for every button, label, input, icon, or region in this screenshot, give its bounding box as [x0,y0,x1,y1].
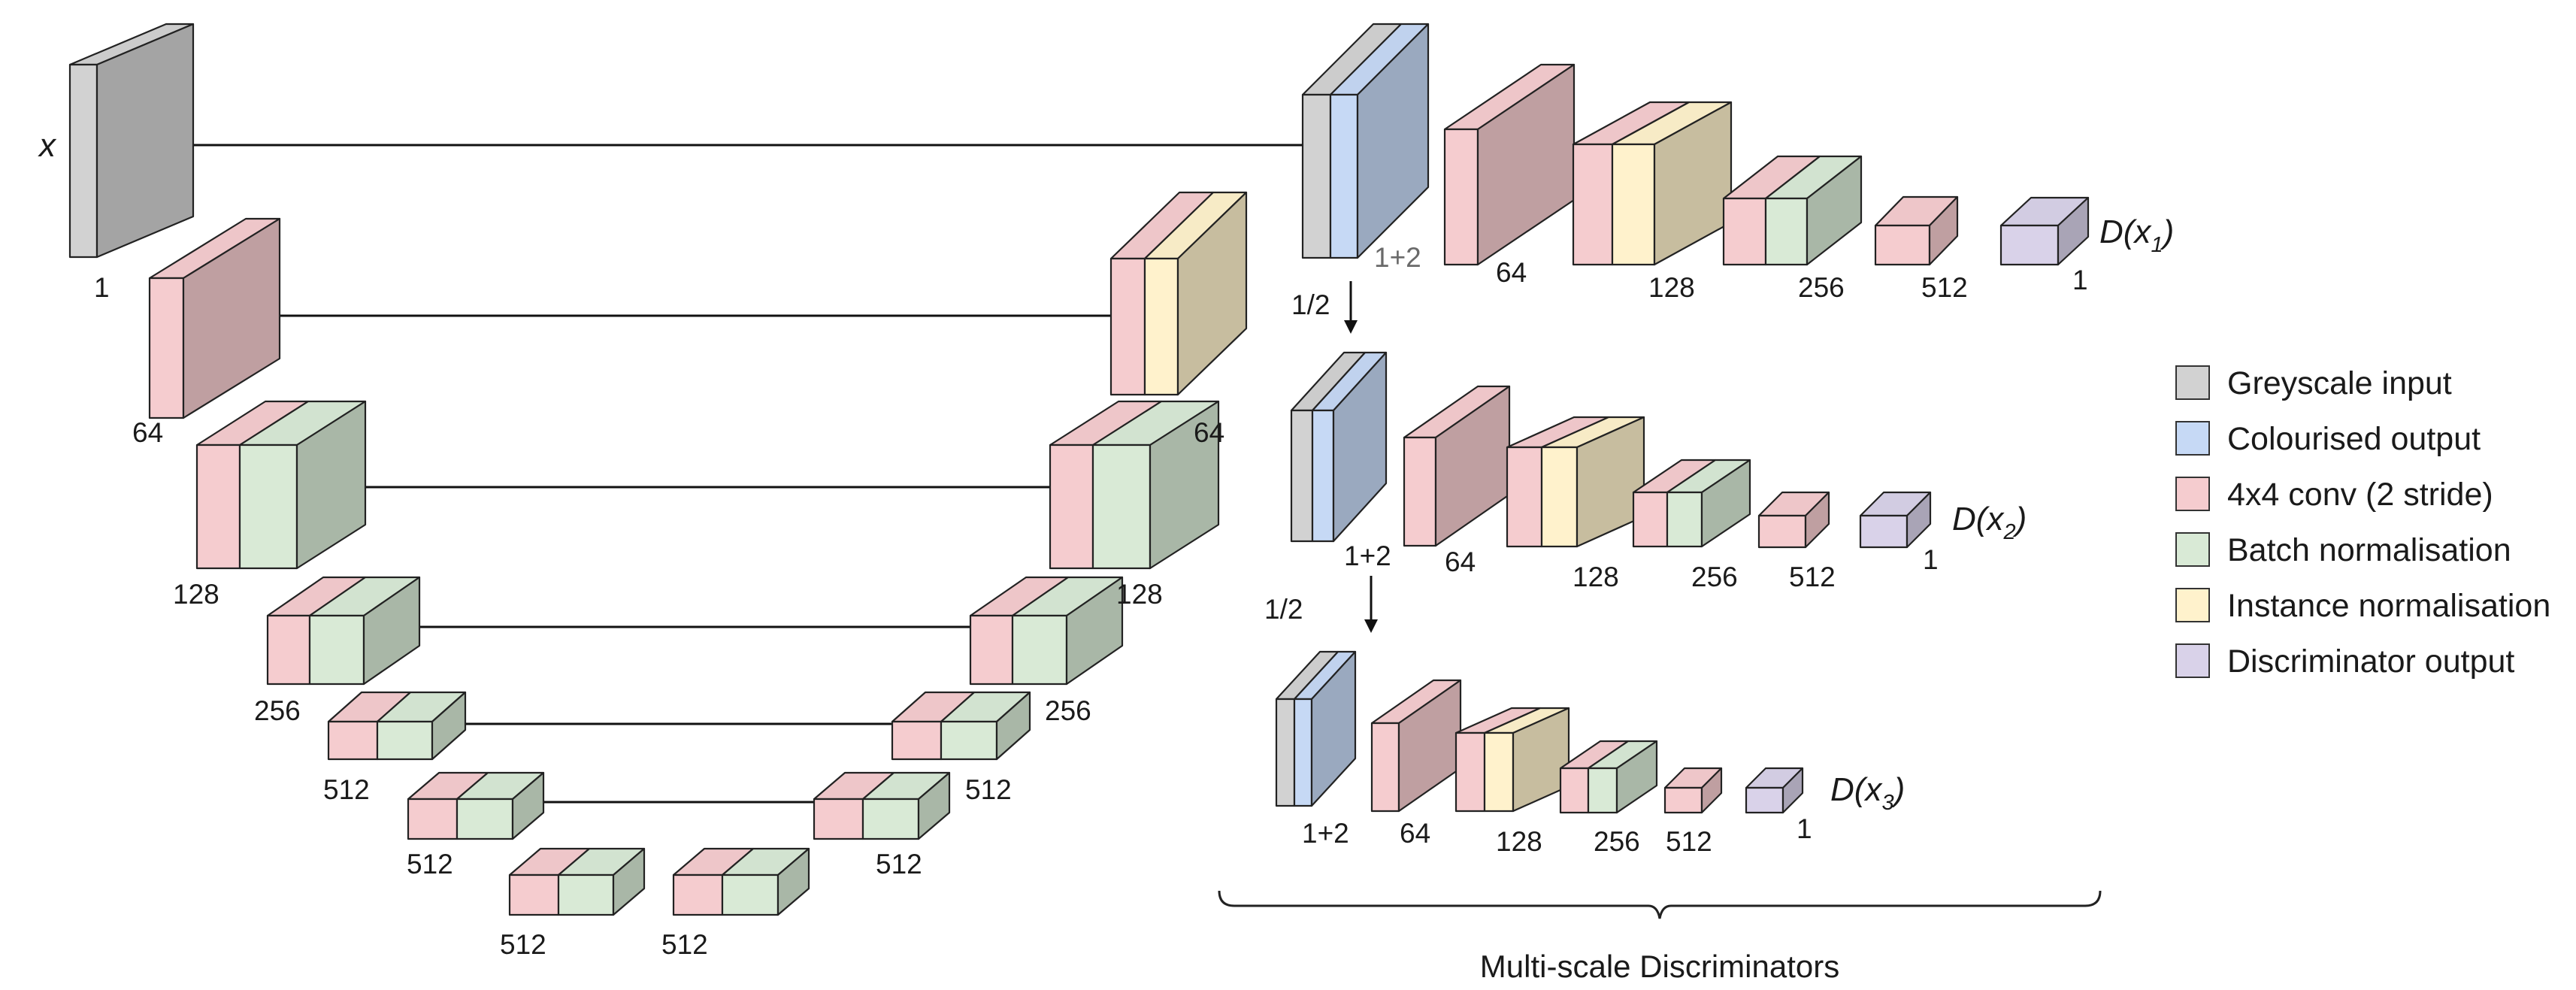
enc-block-2 [148,217,281,419]
d1-label-512: 512 [1921,272,1968,303]
downscale-label-2: 1/2 [1264,594,1303,625]
discriminator-2-labels: 1+2 64 128 256 512 1 D(x2) [1344,501,2027,592]
d2-block-64 [1403,385,1511,547]
legend-item-green: Batch normalisation [2175,532,2511,568]
dec-label-2: 512 [876,849,922,879]
d3-input-block [1275,650,1357,807]
d1-label-256: 256 [1798,272,1845,303]
d2-label-128: 128 [1573,562,1619,592]
enc-block-4 [266,576,421,686]
d3-block-out [1745,767,1804,814]
legend-item-blue: Colourised output [2175,421,2481,457]
discriminator-3-labels: 1+2 64 128 256 512 1 D(x3) [1302,771,1905,857]
dec-block-1 [672,847,810,916]
legend-swatch-red [2175,477,2210,511]
enc-label-4: 256 [254,695,301,726]
d1-label-128: 128 [1648,272,1695,303]
legend-swatch-blue [2175,421,2210,456]
d3-label-512: 512 [1666,826,1712,857]
dec-block-5 [1049,400,1220,570]
d3-block-128 [1454,707,1570,813]
legend-item-yellow: Instance normalisation [2175,588,2550,624]
enc-label-5: 512 [323,774,370,805]
legend-label-yellow: Instance normalisation [2227,588,2550,624]
legend-label-grey: Greyscale input [2227,365,2452,401]
d2-label-64: 64 [1445,546,1476,577]
d3-label-64: 64 [1400,818,1430,849]
dec-label-6: 64 [1194,417,1224,448]
d2-label-1: 1 [1923,544,1939,575]
discriminator-1-labels: 1+2 64 128 256 512 1 D(x1) [1374,213,2174,303]
d1-block-256 [1722,155,1863,266]
enc-label-2: 64 [132,417,163,448]
legend-swatch-green [2175,532,2210,567]
legend-item-red: 4x4 conv (2 stride) [2175,477,2493,513]
downscale-arrow-1 [1344,281,1358,334]
d1-label-1: 1 [2072,265,2088,295]
caption: Multi-scale Discriminators [1480,949,1839,984]
legend-label-green: Batch normalisation [2227,532,2511,568]
dec-label-4: 256 [1045,695,1091,726]
blocks [68,23,2090,916]
d2-input-block [1290,351,1388,543]
d1-output-label: D(x1) [2099,213,2174,257]
d3-label-input: 1+2 [1302,818,1349,849]
d2-output-label: D(x2) [1952,501,2027,544]
legend-swatch-yellow [2175,588,2210,622]
downscale-label-1: 1/2 [1291,289,1330,320]
downscale-arrows [1344,281,1378,633]
d1-block-out [1999,196,2090,266]
enc-label-6: 512 [407,849,453,879]
d2-label-input: 1+2 [1344,540,1391,571]
enc-block-7 [508,847,646,916]
d2-label-512: 512 [1789,562,1836,592]
legend-swatch-purple [2175,643,2210,678]
legend: Greyscale input Colourised output 4x4 conv… [2175,365,2550,680]
skip-connections [149,144,1308,804]
d1-block-64 [1443,63,1576,266]
d2-block-128 [1506,416,1645,548]
d3-block-512 [1663,767,1723,814]
enc-block-5 [327,691,467,761]
legend-item-grey: Greyscale input [2175,365,2452,401]
d3-output-label: D(x3) [1830,771,1905,815]
discriminators-brace [1218,890,2102,919]
input-x-label: x [38,127,57,164]
dec-label-3: 512 [965,774,1012,805]
d3-block-256 [1559,740,1658,814]
legend-label-purple: Discriminator output [2227,643,2514,680]
dec-label-5: 128 [1116,579,1163,610]
enc-block-3 [195,400,367,570]
dec-block-2 [813,771,951,840]
dec-label-1: 512 [661,929,708,960]
d2-block-out [1859,491,1932,549]
d1-input-block [1301,23,1430,259]
legend-swatch-grey [2175,365,2210,400]
d2-block-256 [1632,459,1751,548]
d3-label-128: 128 [1496,826,1542,857]
d3-label-1: 1 [1797,813,1812,844]
enc-block-6 [407,771,545,840]
legend-label-red: 4x4 conv (2 stride) [2227,477,2493,513]
d3-label-256: 256 [1594,826,1640,857]
enc-block-1 [68,23,195,259]
d3-block-64 [1370,679,1462,813]
d1-label-input: 1+2 [1374,242,1421,273]
d2-block-512 [1757,491,1830,549]
dec-block-6 [1109,191,1248,396]
dec-block-3 [891,691,1031,761]
enc-label-7: 512 [500,929,546,960]
enc-label-3: 128 [173,579,219,610]
d1-label-64: 64 [1496,257,1527,288]
d2-label-256: 256 [1691,562,1738,592]
legend-label-blue: Colourised output [2227,421,2481,457]
generator-labels: x 1 64 128 256 512 512 512 512 512 512 2… [38,127,1224,960]
enc-label-1: 1 [94,272,110,303]
dec-block-4 [969,576,1124,686]
d1-block-128 [1572,101,1733,266]
d1-block-512 [1874,195,1959,266]
downscale-arrow-2 [1364,576,1378,633]
legend-item-purple: Discriminator output [2175,643,2514,680]
